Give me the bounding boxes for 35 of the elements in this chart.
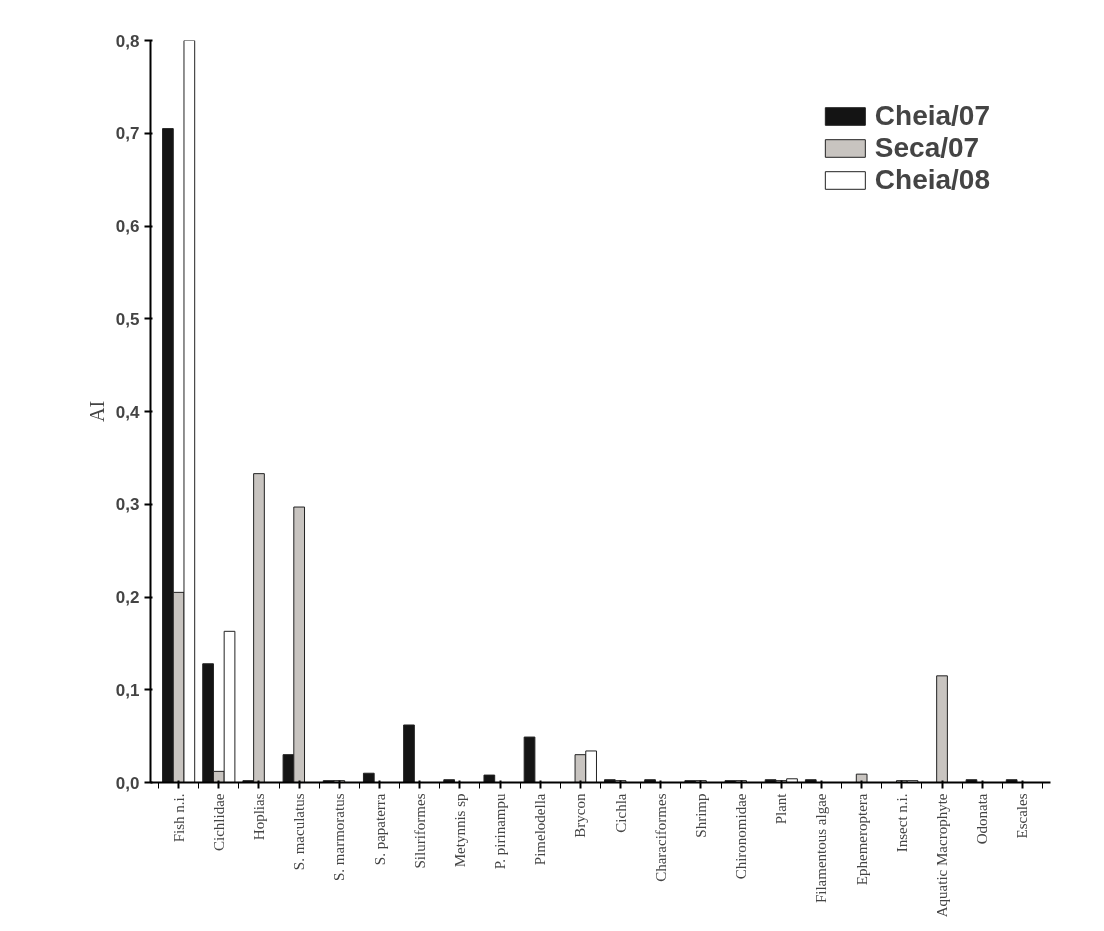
x-tick-label: Pimelodella bbox=[532, 793, 549, 866]
x-tick-label: Cichla bbox=[612, 793, 629, 833]
x-tick-label: Filamentous algae bbox=[813, 793, 830, 904]
y-tick-label: 0,1 bbox=[115, 680, 140, 700]
x-tick-label: Siluriformes bbox=[411, 793, 428, 869]
y-tick-label: 0,0 bbox=[115, 773, 140, 793]
y-tick-label: 0,8 bbox=[115, 31, 140, 51]
x-tick-label: Escales bbox=[1014, 793, 1031, 839]
x-tick-label: Insect n.i. bbox=[893, 793, 910, 853]
y-tick-label: 0,2 bbox=[115, 588, 140, 607]
legend-label: Cheia/08 bbox=[874, 164, 990, 196]
x-tick-label: Plant bbox=[773, 792, 790, 825]
x-tick-label: Metynnis sp bbox=[451, 793, 468, 868]
y-tick-label: 0,7 bbox=[115, 124, 140, 144]
x-tick-label: Chironomidae bbox=[733, 793, 750, 880]
x-tick-label: P. pirinampu bbox=[492, 793, 509, 870]
x-tick-label: Odonata bbox=[974, 793, 991, 845]
y-tick-label: 0,6 bbox=[115, 217, 140, 236]
x-tick-label: Characiformes bbox=[652, 793, 669, 882]
x-tick-label: Fish n.i. bbox=[170, 793, 187, 843]
x-tick-label: S. marmoratus bbox=[331, 793, 348, 881]
y-tick-label: 0,5 bbox=[115, 309, 140, 329]
legend-label: Cheia/07 bbox=[874, 100, 990, 132]
x-tick-label: Aquatic Macrophyte bbox=[934, 793, 951, 918]
x-tick-label: Ephemeroptera bbox=[853, 793, 870, 886]
legend-label: Seca/07 bbox=[874, 132, 980, 164]
y-tick-label: 0,3 bbox=[115, 495, 140, 515]
x-tick-label: Brycon bbox=[572, 793, 589, 838]
x-tick-label: Cichlidae bbox=[210, 793, 227, 851]
x-tick-label: Hoplias bbox=[250, 793, 267, 841]
x-tick-label: Shrimp bbox=[692, 793, 709, 838]
y-axis-title: AI bbox=[85, 400, 108, 423]
y-tick-label: 0,4 bbox=[115, 402, 141, 422]
x-tick-label: S. maculatus bbox=[291, 793, 308, 871]
x-tick-label: S. papaterra bbox=[371, 793, 388, 866]
